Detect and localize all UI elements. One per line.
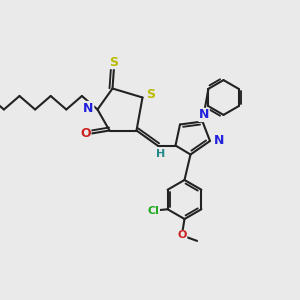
Text: N: N [214, 134, 224, 148]
Text: H: H [156, 149, 165, 159]
Text: N: N [199, 108, 209, 122]
Text: O: O [80, 127, 91, 140]
Text: S: S [146, 88, 155, 101]
Text: S: S [110, 56, 118, 69]
Text: O: O [177, 230, 187, 241]
Text: N: N [83, 101, 94, 115]
Text: Cl: Cl [148, 206, 160, 216]
